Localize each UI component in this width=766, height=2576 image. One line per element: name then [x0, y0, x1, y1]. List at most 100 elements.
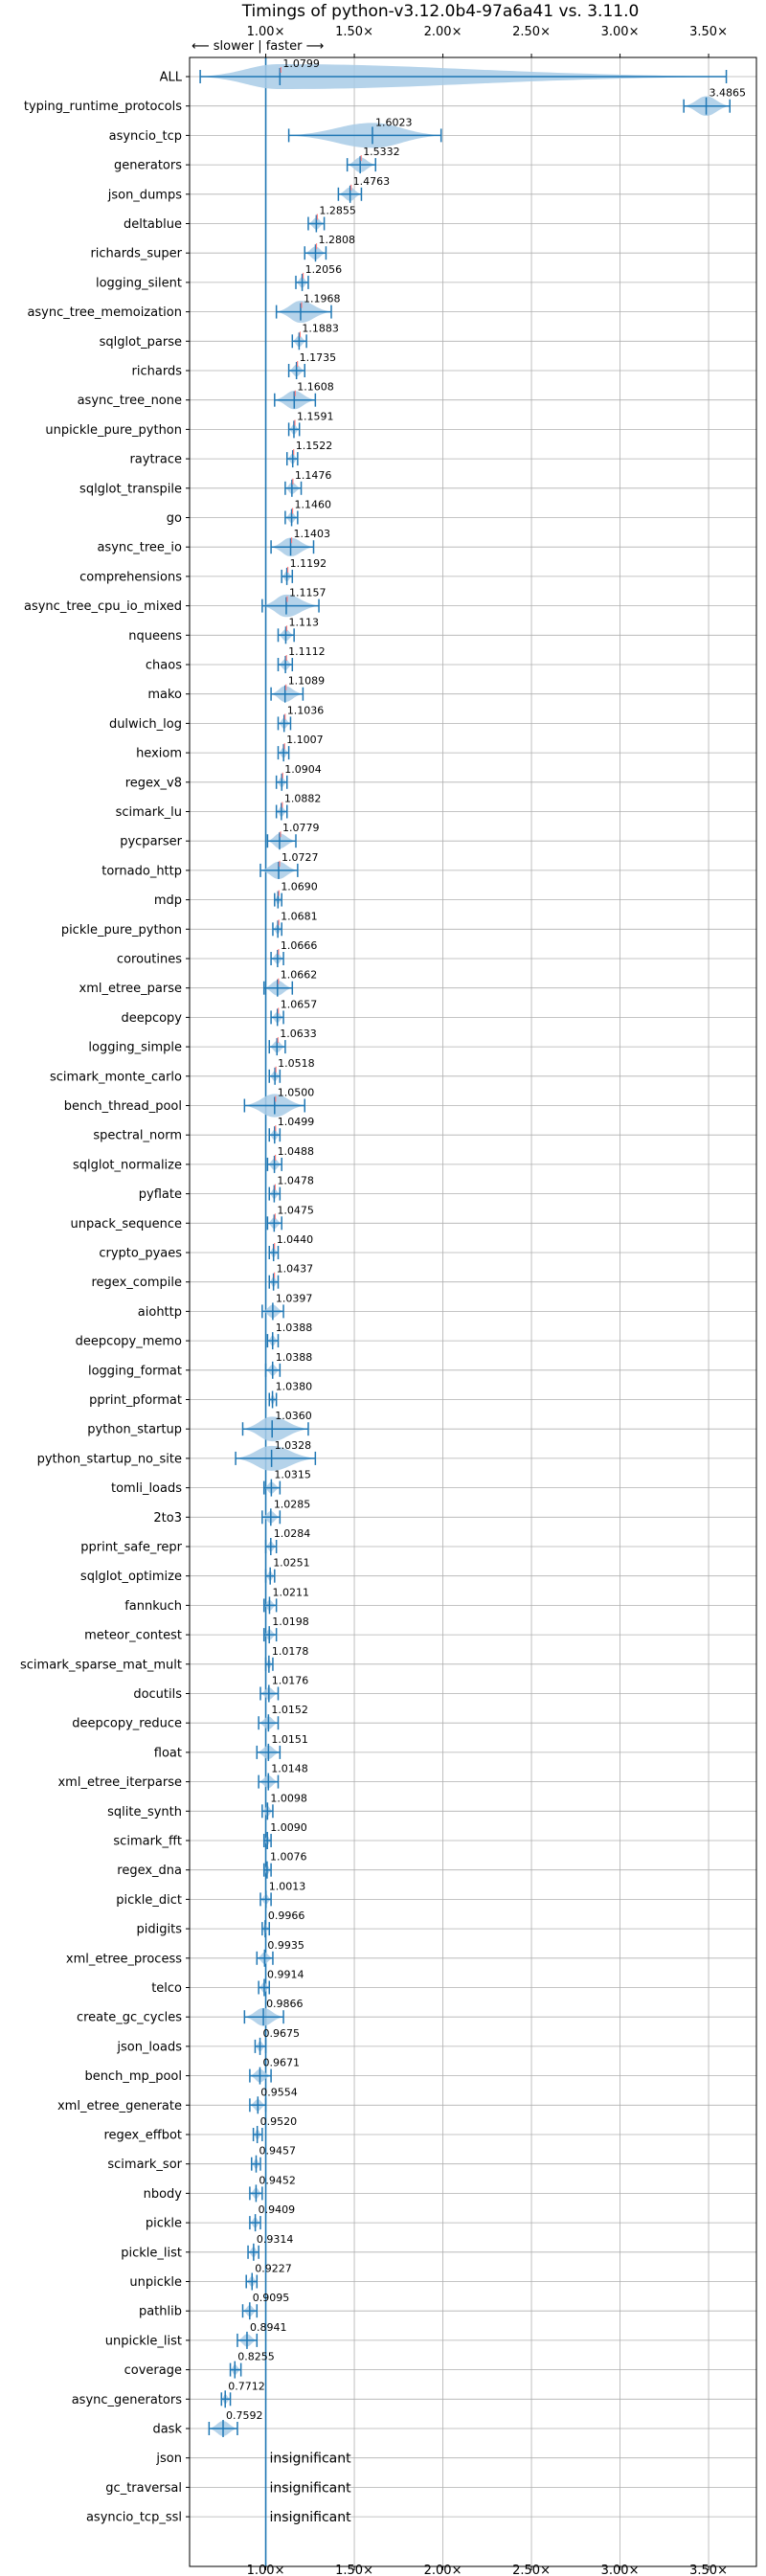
benchmark-name: regex_dna	[117, 1864, 182, 1878]
benchmark-name: raytrace	[129, 453, 182, 467]
value-label: 3.4865	[710, 87, 747, 100]
value-label: 1.1403	[294, 528, 331, 540]
value-label: 1.1476	[295, 469, 332, 482]
benchmark-name: json	[155, 2452, 182, 2466]
value-label: 0.9866	[266, 1998, 304, 2010]
value-label: 1.0211	[272, 1586, 309, 1598]
benchmark-name: regex_v8	[125, 776, 182, 790]
benchmark-name: coverage	[124, 2363, 182, 2378]
benchmark-name: create_gc_cycles	[77, 2011, 182, 2025]
value-label: 1.0013	[269, 1880, 306, 1892]
benchmark-name: float	[154, 1746, 182, 1760]
benchmark-name: docutils	[133, 1687, 182, 1702]
value-label: 1.0178	[272, 1645, 309, 1658]
value-label: 1.0315	[274, 1469, 311, 1481]
value-label: 1.0148	[271, 1763, 308, 1775]
labels: ALL 1.0799 typing_runtime_protocols 3.4865 a…	[20, 57, 746, 2525]
x-tick-label-bottom: 3.50×	[689, 2564, 728, 2576]
value-label: 1.1591	[297, 410, 334, 422]
x-tick-label-top: 3.00×	[601, 25, 640, 39]
benchmark-name: go	[167, 511, 182, 526]
benchmark-name: sqlite_synth	[107, 1805, 182, 1819]
value-label: 1.0151	[271, 1733, 308, 1746]
value-label: 1.0882	[284, 793, 322, 805]
value-label: 0.8255	[237, 2351, 275, 2363]
benchmark-name: mdp	[154, 893, 182, 908]
benchmark-name: regex_effbot	[103, 2129, 182, 2143]
value-label: 1.0388	[276, 1351, 313, 1364]
grid	[190, 57, 756, 2566]
benchmark-name: pprint_pformat	[89, 1393, 182, 1408]
x-tick-label-top: 1.50×	[335, 25, 373, 39]
benchmark-name: sqlglot_transpile	[79, 482, 182, 496]
benchmark-name: sqlglot_optimize	[80, 1570, 182, 1584]
value-label: 1.1036	[287, 704, 325, 716]
benchmark-name: async_tree_io	[97, 541, 182, 555]
value-label: 0.9227	[255, 2263, 292, 2275]
benchmark-name: ALL	[160, 71, 183, 85]
value-label: 0.8941	[250, 2321, 287, 2334]
benchmark-name: scimark_sor	[107, 2158, 182, 2172]
value-label: 1.5332	[363, 146, 400, 158]
value-label: 0.9914	[267, 1969, 304, 1981]
insignificant-label: insignificant	[270, 2480, 352, 2496]
value-label: 0.9452	[259, 2174, 296, 2186]
value-label: 1.0152	[271, 1704, 308, 1716]
benchmark-name: unpickle_pure_python	[45, 423, 182, 438]
benchmark-name: sqlglot_normalize	[73, 1158, 182, 1172]
benchmark-name: scimark_sparse_mat_mult	[20, 1658, 182, 1672]
value-label: 0.9520	[260, 2115, 298, 2128]
value-label: 1.2056	[305, 263, 343, 276]
benchmark-name: hexiom	[136, 747, 182, 761]
benchmark-name: json_loads	[116, 2040, 182, 2054]
benchmark-name: dask	[152, 2423, 182, 2437]
value-label: 0.9314	[257, 2233, 294, 2246]
value-label: 0.7712	[228, 2380, 264, 2392]
benchmark-name: xml_etree_parse	[79, 982, 182, 996]
value-label: 1.113	[288, 616, 319, 628]
benchmark-name: fannkuch	[124, 1599, 182, 1614]
value-label: 1.0475	[277, 1204, 314, 1216]
benchmark-name: coroutines	[117, 953, 182, 967]
benchmark-name: scimark_lu	[116, 805, 182, 820]
benchmark-name: meteor_contest	[84, 1629, 182, 1643]
value-label: 0.9409	[259, 2203, 296, 2216]
value-label: 1.2808	[318, 234, 355, 246]
benchmark-name: sqlglot_parse	[100, 335, 182, 350]
value-label: 1.0076	[270, 1851, 307, 1864]
value-label: 1.0666	[281, 939, 318, 952]
value-label: 1.1608	[297, 381, 334, 394]
value-label: 0.9671	[262, 2057, 300, 2069]
benchmark-name: xml_etree_generate	[57, 2099, 182, 2113]
value-label: 0.7592	[226, 2409, 263, 2422]
benchmark-name: async_tree_memoization	[27, 305, 182, 320]
value-label: 1.1157	[289, 587, 327, 599]
benchmark-name: logging_format	[88, 1364, 182, 1378]
value-label: 0.9095	[253, 2292, 290, 2304]
x-tick-label-bottom: 2.00×	[424, 2564, 462, 2576]
value-label: 0.9935	[267, 1939, 304, 1952]
benchmark-name: python_startup_no_site	[37, 1452, 182, 1466]
benchmark-name: typing_runtime_protocols	[24, 100, 182, 114]
benchmark-name: pickle_pure_python	[61, 923, 182, 938]
benchmark-name: deepcopy_memo	[76, 1335, 182, 1349]
benchmark-name: pyflate	[139, 1187, 182, 1202]
value-label: 1.0090	[270, 1821, 307, 1834]
benchmark-name: generators	[114, 159, 182, 173]
value-label: 1.1883	[302, 322, 339, 334]
benchmark-name: asyncio_tcp_ssl	[86, 2511, 182, 2525]
value-label: 0.9457	[259, 2145, 297, 2158]
value-label: 1.1460	[295, 499, 332, 511]
benchmark-name: pycparser	[120, 835, 182, 849]
x-tick-label-top: 1.00×	[247, 25, 285, 39]
benchmark-name: chaos	[146, 659, 182, 673]
value-label: 1.0904	[284, 763, 322, 776]
benchmark-name: comprehensions	[79, 570, 182, 584]
benchmark-name: deltablue	[124, 217, 182, 232]
value-label: 1.1735	[300, 351, 337, 364]
value-label: 1.0397	[276, 1292, 313, 1304]
value-label: 1.0500	[278, 1087, 315, 1099]
value-label: 1.0499	[278, 1116, 315, 1128]
benchmark-name: regex_compile	[91, 1276, 182, 1290]
